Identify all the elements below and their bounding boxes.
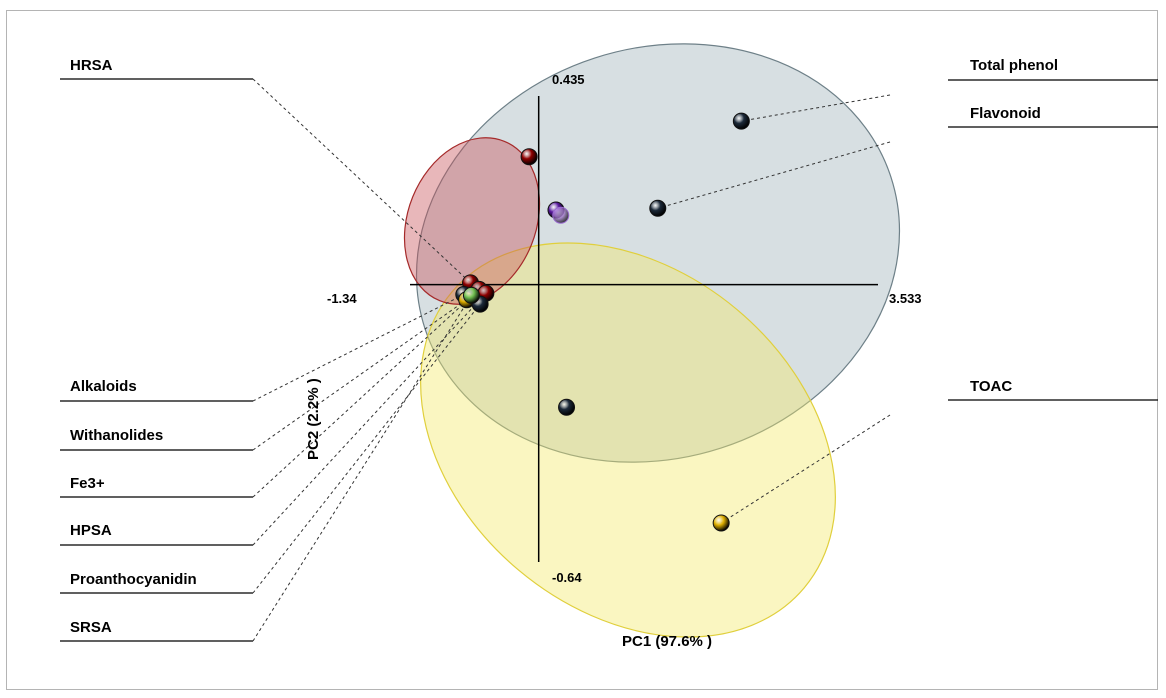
leader-line bbox=[252, 295, 472, 642]
label-withanolides: Withanolides bbox=[70, 427, 163, 444]
confidence-ellipse bbox=[403, 137, 541, 305]
confidence-ellipse bbox=[420, 242, 836, 638]
label-toac: TOAC bbox=[970, 378, 1012, 395]
y-tick-min: -0.64 bbox=[552, 570, 582, 585]
label-proanthocyanidin: Proanthocyanidin bbox=[70, 571, 197, 588]
label-alkaloids: Alkaloids bbox=[70, 378, 137, 395]
label-hpsa: HPSA bbox=[70, 522, 112, 539]
axes-layer bbox=[410, 96, 878, 562]
x-tick-min: -1.34 bbox=[327, 291, 357, 306]
point-extra bbox=[558, 398, 576, 416]
leader-line bbox=[741, 94, 891, 122]
ellipses-layer bbox=[403, 43, 901, 638]
x-axis-title: PC1 (97.6% ) bbox=[622, 633, 712, 650]
label-fe3: Fe3+ bbox=[70, 475, 105, 492]
chart-frame bbox=[6, 10, 1158, 690]
label-total-phenol: Total phenol bbox=[970, 57, 1058, 74]
labels-layer: Total phenol Flavonoid TOAC HRSA Alkaloids Wi… bbox=[70, 57, 1058, 636]
x-tick-max: 3.533 bbox=[889, 291, 922, 306]
points-layer bbox=[455, 112, 750, 532]
leader-lines-layer bbox=[60, 78, 1158, 642]
label-hrsa: HRSA bbox=[70, 57, 113, 74]
point-extra bbox=[552, 206, 570, 224]
leader-line bbox=[252, 78, 471, 284]
point-flavonoid bbox=[649, 199, 667, 217]
y-tick-max: 0.435 bbox=[552, 72, 585, 87]
leader-line bbox=[252, 303, 481, 594]
point-extra bbox=[520, 148, 538, 166]
point-toac bbox=[712, 514, 730, 532]
y-axis-title: PC2 (2.2% ) bbox=[305, 378, 322, 460]
leader-line bbox=[252, 299, 467, 451]
label-srsa: SRSA bbox=[70, 619, 112, 636]
point-srsa bbox=[462, 286, 480, 304]
leader-line bbox=[657, 141, 891, 209]
label-flavonoid: Flavonoid bbox=[970, 105, 1041, 122]
point-total-phenol bbox=[732, 112, 750, 130]
